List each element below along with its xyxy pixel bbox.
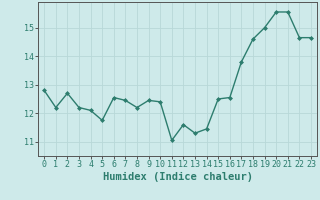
X-axis label: Humidex (Indice chaleur): Humidex (Indice chaleur) bbox=[103, 172, 252, 182]
